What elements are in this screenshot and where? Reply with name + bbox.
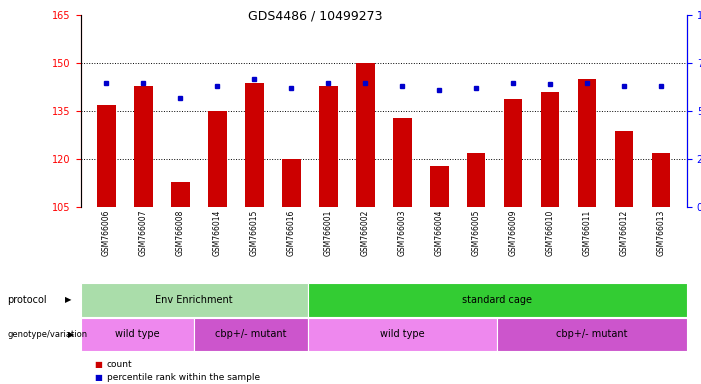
Bar <box>504 99 522 207</box>
Bar <box>541 92 559 207</box>
Text: wild type: wild type <box>115 329 160 339</box>
Text: GSM766008: GSM766008 <box>176 210 185 256</box>
Bar <box>393 118 411 207</box>
Text: GSM766001: GSM766001 <box>324 210 333 256</box>
Text: protocol: protocol <box>7 295 47 305</box>
Text: genotype/variation: genotype/variation <box>7 330 87 339</box>
Text: wild type: wild type <box>381 329 425 339</box>
Text: ▶: ▶ <box>68 330 74 339</box>
Text: GSM766006: GSM766006 <box>102 210 111 256</box>
Text: count: count <box>107 359 132 369</box>
Text: cbp+/- mutant: cbp+/- mutant <box>215 329 287 339</box>
Bar <box>194 318 308 351</box>
Bar <box>467 153 486 207</box>
Text: GSM766009: GSM766009 <box>509 210 518 256</box>
Text: GSM766011: GSM766011 <box>583 210 592 256</box>
Bar <box>356 63 374 207</box>
Text: GDS4486 / 10499273: GDS4486 / 10499273 <box>248 10 383 23</box>
Text: GSM766013: GSM766013 <box>657 210 665 256</box>
Text: cbp+/- mutant: cbp+/- mutant <box>557 329 628 339</box>
Text: ■: ■ <box>95 359 102 369</box>
Bar <box>308 283 687 317</box>
Bar <box>81 283 308 317</box>
Bar <box>134 86 153 207</box>
Text: standard cage: standard cage <box>463 295 533 305</box>
Bar <box>245 83 264 207</box>
Text: GSM766004: GSM766004 <box>435 210 444 256</box>
Bar <box>171 182 190 207</box>
Bar <box>308 318 498 351</box>
Text: ▶: ▶ <box>64 295 71 305</box>
Bar <box>97 105 116 207</box>
Bar <box>208 111 226 207</box>
Bar <box>652 153 670 207</box>
Text: GSM766005: GSM766005 <box>472 210 481 256</box>
Text: GSM766014: GSM766014 <box>213 210 222 256</box>
Text: GSM766015: GSM766015 <box>250 210 259 256</box>
Text: GSM766007: GSM766007 <box>139 210 148 256</box>
Text: GSM766010: GSM766010 <box>545 210 554 256</box>
Bar <box>319 86 338 207</box>
Text: GSM766016: GSM766016 <box>287 210 296 256</box>
Bar <box>498 318 687 351</box>
Bar <box>578 79 597 207</box>
Text: percentile rank within the sample: percentile rank within the sample <box>107 372 259 382</box>
Text: Env Enrichment: Env Enrichment <box>156 295 233 305</box>
Text: GSM766012: GSM766012 <box>620 210 629 256</box>
Text: GSM766002: GSM766002 <box>361 210 370 256</box>
Bar <box>430 166 449 207</box>
Text: ■: ■ <box>95 372 102 382</box>
Bar <box>282 159 301 207</box>
Text: GSM766003: GSM766003 <box>397 210 407 256</box>
Bar <box>81 318 194 351</box>
Bar <box>615 131 634 207</box>
